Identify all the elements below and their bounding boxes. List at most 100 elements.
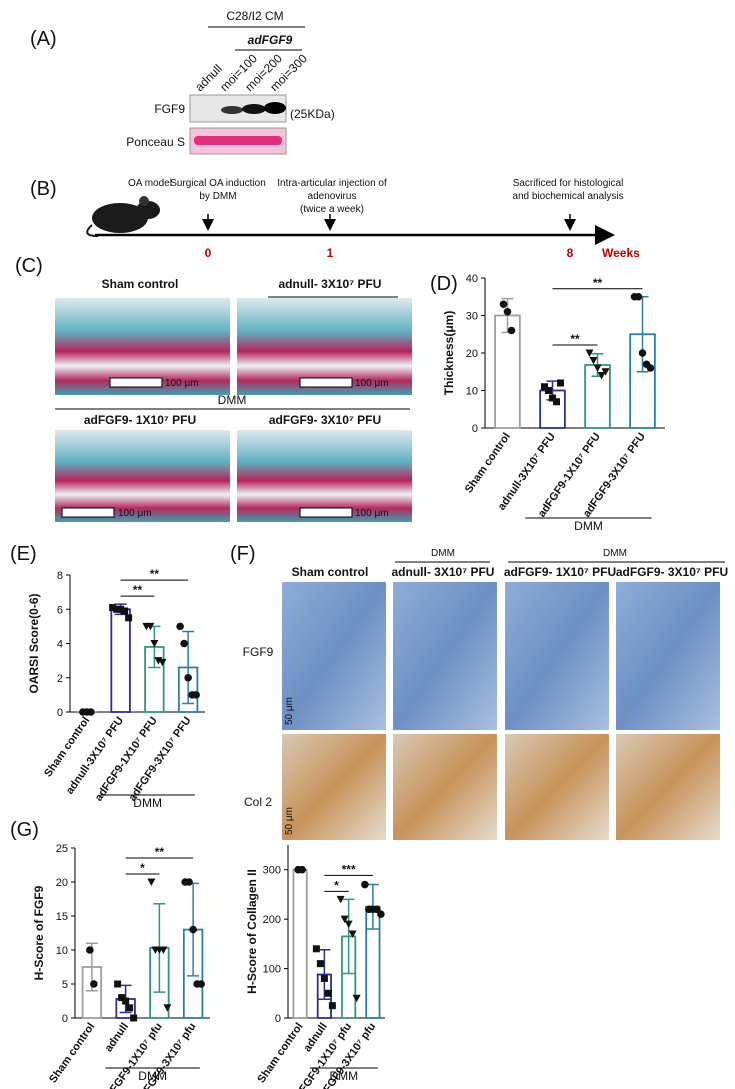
y-tick-label: 6 [57, 604, 63, 616]
histology-image [237, 430, 412, 522]
event-text: adenovirus [308, 191, 357, 202]
bar [110, 608, 131, 713]
y-tick-label: 15 [56, 911, 68, 923]
mouse-icon [86, 196, 160, 237]
row-label: Col 2 [244, 795, 272, 809]
data-point [340, 915, 349, 924]
x-tick-label: Sham control [47, 1021, 97, 1085]
column-title: adFGF9- 1X10⁷ PFU [504, 565, 616, 579]
image-title: Sham control [102, 277, 179, 291]
data-point [130, 1014, 138, 1022]
blot-band [194, 136, 282, 145]
y-tick-label: 0 [275, 1013, 281, 1025]
image-title: adFGF9- 1X10⁷ PFU [84, 413, 196, 427]
week-label: 8 [567, 246, 574, 260]
panel-label: (E) [10, 543, 37, 565]
event-text: (twice a week) [300, 204, 364, 215]
data-point [298, 865, 306, 874]
x-tick-label: adnull [103, 1021, 131, 1054]
data-point [312, 945, 320, 953]
blot-band [264, 102, 286, 114]
scale-bars: 100 μm 100 μm 100 μm 100 μm [61, 377, 389, 519]
y-tick-label: 2 [57, 673, 63, 685]
column-title: adFGF9- 3X10⁷ PFU [616, 565, 728, 579]
y-tick-label: 300 [263, 865, 281, 877]
data-point [549, 394, 556, 402]
size-label: (25KDa) [290, 107, 335, 121]
sig-label: *** [342, 862, 356, 876]
x-tick-label: adFGF9-3X10⁷ PFU [126, 715, 193, 804]
ihc-scales: 50 μm 50 μm [284, 697, 295, 835]
y-tick-label: 5 [62, 979, 68, 991]
y-tick-label: 20 [466, 348, 478, 360]
blot-band [242, 104, 266, 114]
error-bar [342, 898, 355, 975]
panel-label: (G) [10, 819, 39, 841]
group-label: DMM [329, 1069, 358, 1083]
data-point [352, 994, 361, 1003]
data-point [499, 300, 508, 309]
data-point [634, 292, 643, 301]
row-label: FGF9 [154, 102, 185, 116]
data-point [638, 349, 647, 357]
error-bar [318, 949, 331, 1000]
data-point [503, 307, 512, 316]
data-point [541, 383, 548, 391]
blot-band [221, 106, 243, 114]
error-bar [182, 630, 195, 705]
y-axis-label: H-Score of Collagen II [245, 869, 259, 994]
x-tick-label: Sham control [255, 1021, 305, 1085]
ihc-images [282, 582, 720, 840]
data-point [336, 895, 345, 904]
sig-label: ** [150, 567, 160, 581]
column-title: adnull- 3X10⁷ PFU [392, 565, 495, 579]
data-point [87, 708, 95, 716]
data-point [328, 1002, 336, 1010]
y-tick-label: 200 [263, 914, 281, 926]
data-point [180, 639, 188, 648]
scale-label: 100 μm [165, 378, 199, 389]
blot-subgroup: adFGF9 [248, 33, 293, 47]
data-point [109, 604, 117, 612]
data-point [159, 946, 168, 954]
y-tick-label: 10 [56, 945, 68, 957]
group-label: DMM [138, 1069, 167, 1083]
data-point [324, 989, 332, 997]
data-point [122, 997, 130, 1005]
data-point [545, 387, 552, 394]
data-point [348, 930, 357, 938]
data-point [147, 878, 156, 886]
data-point [601, 368, 610, 376]
data-point [146, 622, 155, 631]
event-text: by DMM [199, 191, 236, 202]
y-tick-label: 20 [56, 877, 68, 889]
data-point [163, 1004, 172, 1012]
sig-label: ** [133, 583, 143, 597]
sig-label: ** [155, 845, 165, 859]
y-tick-label: 40 [466, 273, 478, 285]
data-point [118, 994, 126, 1002]
y-tick-label: 4 [57, 639, 63, 651]
week-label: 1 [327, 246, 334, 260]
x-tick-label: adFGF9-1X10⁷ PFU [93, 715, 160, 804]
sig-label: ** [593, 276, 603, 290]
data-point [176, 622, 184, 631]
image-title: adFGF9- 3X10⁷ PFU [269, 413, 381, 427]
scale-label: 100 μm [355, 508, 389, 519]
data-point [377, 910, 385, 918]
data-point [125, 614, 133, 622]
histology-image [55, 430, 230, 522]
panel-label: (D) [430, 273, 458, 295]
y-axis-label: H-Score of FGF9 [32, 885, 46, 980]
row-label: FGF9 [243, 645, 274, 659]
data-point [90, 980, 98, 988]
data-point [150, 640, 159, 648]
panel-label: (C) [15, 255, 43, 277]
data-point [646, 364, 655, 372]
data-point [553, 398, 560, 406]
group-label: DMM [431, 548, 455, 559]
group-label: DMM [218, 393, 247, 407]
y-tick-label: 0 [57, 707, 63, 719]
data-point [117, 605, 125, 613]
